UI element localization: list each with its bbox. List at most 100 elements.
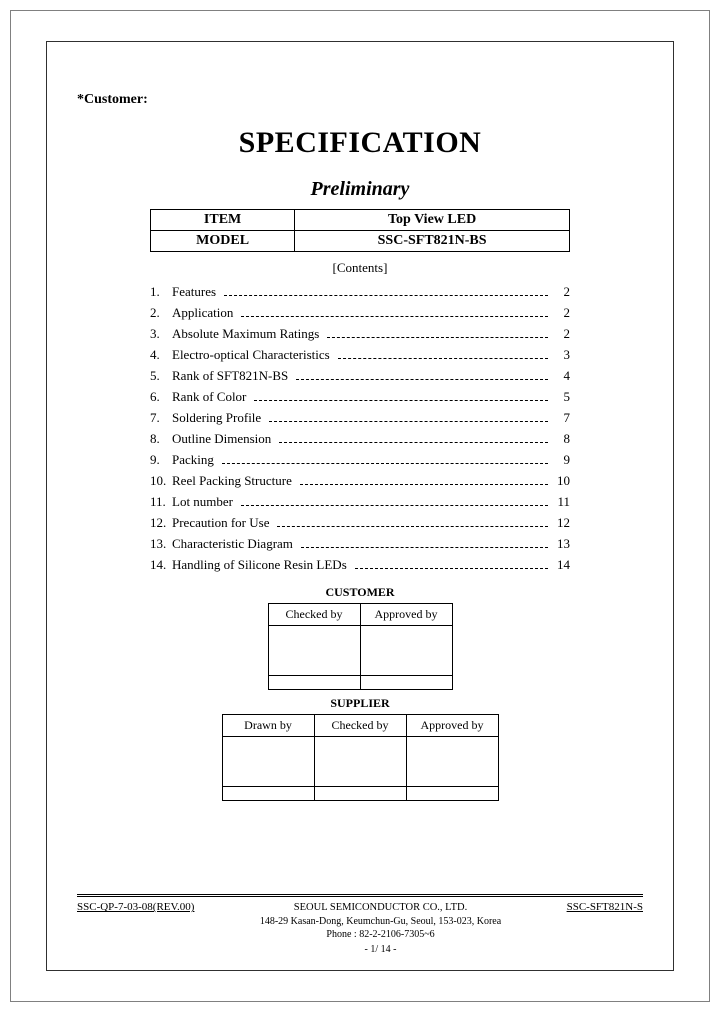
toc-row: 5.Rank of SFT821N-BS 4 [150, 368, 570, 384]
toc-leader [241, 309, 548, 317]
toc-row: 11.Lot number 11 [150, 494, 570, 510]
toc-page: 3 [552, 347, 570, 363]
toc-num: 2. [150, 305, 172, 321]
toc-page: 8 [552, 431, 570, 447]
customer-approved-foot [360, 676, 452, 690]
toc-num: 10. [150, 473, 172, 489]
toc-text: Electro-optical Characteristics [172, 347, 334, 363]
spec-item-label: ITEM [151, 210, 295, 231]
toc-num: 8. [150, 431, 172, 447]
toc-row: 8.Outline Dimension 8 [150, 431, 570, 447]
supplier-section-label: SUPPLIER [77, 696, 643, 711]
toc-num: 5. [150, 368, 172, 384]
toc-leader [241, 498, 548, 506]
toc-row: 10.Reel Packing Structure 10 [150, 473, 570, 489]
supplier-checked-header: Checked by [314, 715, 406, 737]
supplier-sig-table: Drawn by Checked by Approved by [222, 714, 499, 801]
toc-text: Characteristic Diagram [172, 536, 297, 552]
customer-approved-header: Approved by [360, 604, 452, 626]
supplier-approved-foot [406, 787, 498, 801]
toc-page: 5 [552, 389, 570, 405]
toc-text: Rank of SFT821N-BS [172, 368, 292, 384]
supplier-approved-cell [406, 737, 498, 787]
toc-num: 1. [150, 284, 172, 300]
toc-page: 12 [552, 515, 570, 531]
supplier-drawn-foot [222, 787, 314, 801]
toc-row: 14.Handling of Silicone Resin LEDs 14 [150, 557, 570, 573]
toc-leader [277, 519, 548, 527]
doc-subtitle: Preliminary [77, 178, 643, 201]
toc-num: 3. [150, 326, 172, 342]
toc-leader [224, 288, 548, 296]
contents-label: [Contents] [77, 260, 643, 276]
toc-num: 11. [150, 494, 172, 510]
toc-page: 2 [552, 326, 570, 342]
customer-sig-table: Checked by Approved by [268, 603, 453, 690]
toc-row: 6.Rank of Color 5 [150, 389, 570, 405]
toc-text: Absolute Maximum Ratings [172, 326, 323, 342]
customer-approved-cell [360, 626, 452, 676]
footer-page-number: - 1/ 14 - [260, 943, 501, 956]
toc-leader [327, 330, 548, 338]
toc-text: Packing [172, 452, 218, 468]
toc-text: Reel Packing Structure [172, 473, 296, 489]
toc-num: 6. [150, 389, 172, 405]
toc-page: 2 [552, 284, 570, 300]
toc-row: 12.Precaution for Use12 [150, 515, 570, 531]
toc-leader [296, 372, 548, 380]
toc-text: Outline Dimension [172, 431, 275, 447]
supplier-drawn-cell [222, 737, 314, 787]
spec-table: ITEM Top View LED MODEL SSC-SFT821N-BS [150, 209, 570, 252]
toc-num: 14. [150, 557, 172, 573]
footer-address: 148-29 Kasan-Dong, Keumchun-Gu, Seoul, 1… [260, 915, 501, 928]
footer-rule [77, 894, 643, 898]
toc-num: 9. [150, 452, 172, 468]
doc-title: SPECIFICATION [77, 126, 643, 160]
toc-text: Application [172, 305, 237, 321]
toc-row: 2.Application 2 [150, 305, 570, 321]
toc-page: 9 [552, 452, 570, 468]
spec-model-label: MODEL [151, 231, 295, 252]
spec-item-value: Top View LED [295, 210, 570, 231]
toc-row: 1.Features 2 [150, 284, 570, 300]
footer: SSC-QP-7-03-08(REV.00) SEOUL SEMICONDUCT… [77, 901, 643, 956]
customer-checked-cell [268, 626, 360, 676]
spec-model-value: SSC-SFT821N-BS [295, 231, 570, 252]
toc-leader [222, 456, 548, 464]
toc-num: 7. [150, 410, 172, 426]
toc-page: 11 [552, 494, 570, 510]
toc-text: Lot number [172, 494, 237, 510]
toc-leader [300, 477, 548, 485]
toc-page: 2 [552, 305, 570, 321]
toc-leader [301, 540, 548, 548]
customer-checked-foot [268, 676, 360, 690]
footer-doc-number: SSC-QP-7-03-08(REV.00) [77, 901, 194, 913]
toc-page: 4 [552, 368, 570, 384]
table-of-contents: 1.Features 2 2.Application 2 3.Absolute Ma… [150, 284, 570, 573]
supplier-checked-foot [314, 787, 406, 801]
toc-leader [269, 414, 548, 422]
toc-row: 9.Packing 9 [150, 452, 570, 468]
toc-row: 7.Soldering Profile7 [150, 410, 570, 426]
footer-model: SSC-SFT821N-S [567, 901, 643, 913]
toc-leader [338, 351, 548, 359]
toc-page: 14 [552, 557, 570, 573]
toc-page: 13 [552, 536, 570, 552]
customer-label: *Customer: [77, 92, 643, 108]
customer-checked-header: Checked by [268, 604, 360, 626]
supplier-checked-cell [314, 737, 406, 787]
toc-row: 4.Electro-optical Characteristics 3 [150, 347, 570, 363]
supplier-drawn-header: Drawn by [222, 715, 314, 737]
toc-num: 4. [150, 347, 172, 363]
toc-text: Handling of Silicone Resin LEDs [172, 557, 351, 573]
toc-text: Features [172, 284, 220, 300]
customer-section-label: CUSTOMER [77, 585, 643, 600]
toc-leader [254, 393, 548, 401]
toc-page: 7 [552, 410, 570, 426]
page-outer-border: *Customer: SPECIFICATION Preliminary ITE… [10, 10, 710, 1002]
toc-text: Rank of Color [172, 389, 250, 405]
footer-company: SEOUL SEMICONDUCTOR CO., LTD. [260, 901, 501, 915]
toc-num: 13. [150, 536, 172, 552]
toc-text: Precaution for Use [172, 515, 273, 531]
toc-page: 10 [552, 473, 570, 489]
